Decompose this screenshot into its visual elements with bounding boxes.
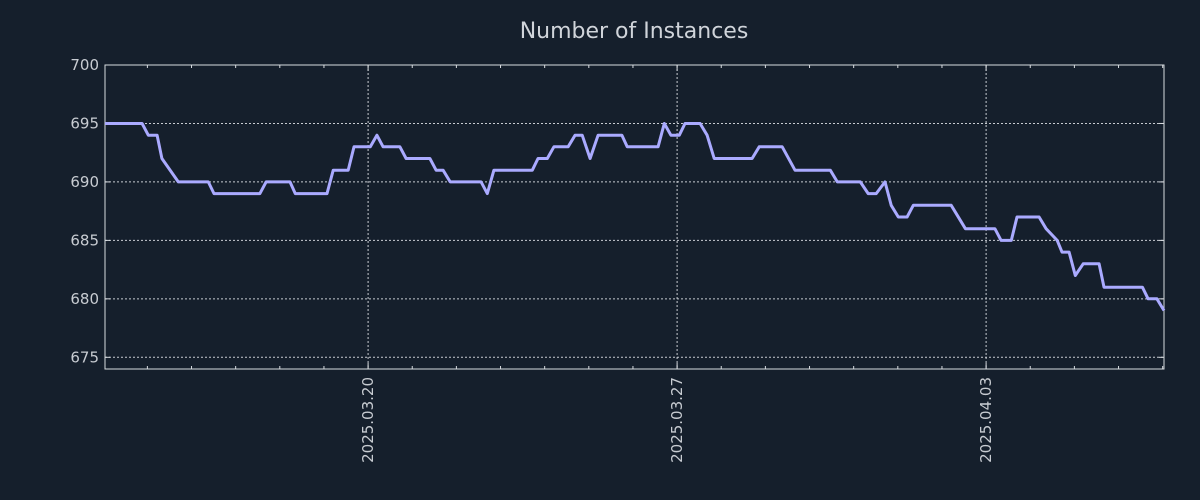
grid bbox=[105, 65, 1164, 369]
y-tick-label: 695 bbox=[70, 114, 99, 132]
y-tick-label: 700 bbox=[70, 56, 99, 74]
y-tick-label: 685 bbox=[70, 231, 99, 249]
series-marks bbox=[105, 122, 1166, 312]
x-tick-label: 2025.04.03 bbox=[977, 377, 995, 463]
axes: 675 680 685 690 695 700 2025.03.20 2025.03.27 20… bbox=[70, 56, 1165, 463]
y-tick-label: 680 bbox=[70, 290, 99, 308]
x-tick-label: 2025.03.27 bbox=[668, 377, 686, 463]
x-tick-label: 2025.03.20 bbox=[359, 377, 377, 463]
plot-frame bbox=[104, 64, 1165, 370]
chart-title: Number of Instances bbox=[520, 19, 749, 44]
series-line bbox=[105, 122, 1166, 312]
y-tick-label: 675 bbox=[70, 348, 99, 366]
y-tick-label: 690 bbox=[70, 173, 99, 191]
